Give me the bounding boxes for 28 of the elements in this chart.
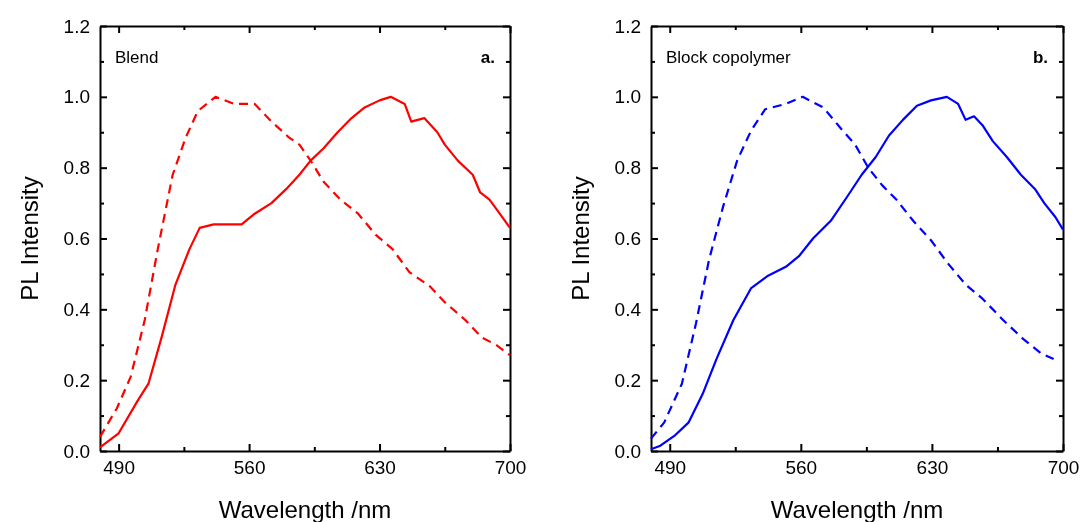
x-tick-label: 560 <box>233 457 266 479</box>
y-tick-label: 0.8 <box>63 157 90 179</box>
y-tick-label: 1.0 <box>63 86 90 108</box>
y-axis-title: PL Intensity <box>567 176 594 301</box>
y-tick-label: 0.0 <box>63 440 90 462</box>
y-tick-label: 1.2 <box>614 15 641 37</box>
annotation: b. <box>1032 48 1048 67</box>
y-tick-label: 0.0 <box>614 440 641 462</box>
x-tick-label: 700 <box>494 457 527 479</box>
x-tick-label: 630 <box>364 457 396 479</box>
y-tick-label: 0.6 <box>63 228 90 250</box>
x-tick-label: 490 <box>103 457 135 479</box>
y-tick-label: 0.4 <box>614 298 642 320</box>
y-tick-label: 0.2 <box>63 369 90 391</box>
x-tick-label: 490 <box>654 457 687 479</box>
x-tick-label: 630 <box>916 457 949 479</box>
y-axis-title: PL Intensity <box>16 176 43 301</box>
x-tick-label: 560 <box>785 457 818 479</box>
y-tick-label: 0.2 <box>614 369 641 391</box>
annotation: Blend <box>115 48 159 67</box>
x-tick-label: 700 <box>1047 457 1080 479</box>
annotation: Block copolymer <box>666 48 792 67</box>
y-tick-label: 0.8 <box>614 157 641 179</box>
y-tick-label: 0.4 <box>63 298 91 320</box>
y-tick-label: 1.2 <box>63 15 90 37</box>
annotation: a. <box>480 48 495 67</box>
y-tick-label: 1.0 <box>614 86 641 108</box>
y-tick-label: 0.6 <box>614 228 641 250</box>
